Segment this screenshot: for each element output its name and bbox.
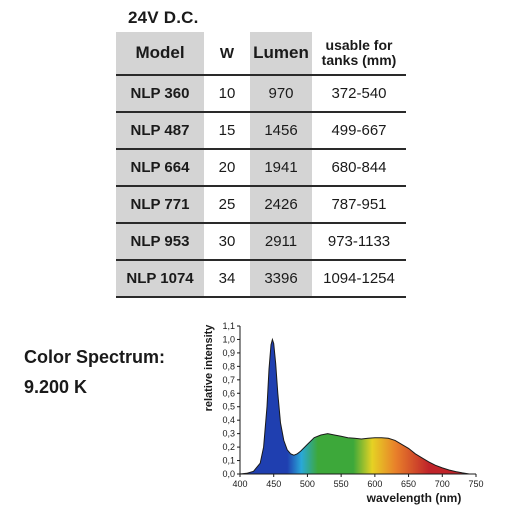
spectrum-title: Color Spectrum: 9.200 K xyxy=(24,342,165,402)
cell-lumen: 3396 xyxy=(250,259,312,298)
cell-usable: 499-667 xyxy=(312,111,406,149)
table-row: NLP 1074 34 3396 1094-1254 xyxy=(116,259,406,298)
cell-watt: 25 xyxy=(204,185,250,223)
x-ticks: 400 450 500 550 600 650 700 750 xyxy=(232,474,484,489)
cell-model: NLP 664 xyxy=(116,148,204,186)
x-tick-label: 600 xyxy=(367,479,382,489)
y-tick-label: 0,6 xyxy=(222,388,235,398)
cell-usable: 372-540 xyxy=(312,74,406,112)
table-row: NLP 953 30 2911 973-1133 xyxy=(116,222,406,260)
cell-lumen: 1941 xyxy=(250,148,312,186)
cell-watt: 15 xyxy=(204,111,250,149)
spectrum-title-line1: Color Spectrum: xyxy=(24,347,166,367)
cell-usable: 680-844 xyxy=(312,148,406,186)
y-tick-label: 0,0 xyxy=(222,469,235,479)
cell-model: NLP 1074 xyxy=(116,259,204,298)
table-header-row: Model W Lumen usable for tanks (mm) xyxy=(116,32,406,75)
cell-lumen: 970 xyxy=(250,74,312,112)
cell-lumen: 2911 xyxy=(250,222,312,260)
x-tick-label: 450 xyxy=(266,479,281,489)
x-tick-label: 750 xyxy=(468,479,483,489)
x-tick-label: 550 xyxy=(334,479,349,489)
y-tick-label: 0,2 xyxy=(222,442,235,452)
y-tick-label: 1,1 xyxy=(222,321,235,331)
y-tick-label: 0,5 xyxy=(222,402,235,412)
cell-usable: 1094-1254 xyxy=(312,259,406,298)
cell-lumen: 2426 xyxy=(250,185,312,223)
spectrum-area xyxy=(239,337,470,475)
header-usable: usable for tanks (mm) xyxy=(312,32,406,75)
table-row: NLP 771 25 2426 787-951 xyxy=(116,185,406,223)
y-tick-label: 0,8 xyxy=(222,361,235,371)
y-tick-label: 0,3 xyxy=(222,429,235,439)
y-tick-label: 0,9 xyxy=(222,348,235,358)
cell-watt: 20 xyxy=(204,148,250,186)
cell-model: NLP 771 xyxy=(116,185,204,223)
header-lumen: Lumen xyxy=(250,32,312,75)
spec-table: Model W Lumen usable for tanks (mm) NLP … xyxy=(116,32,406,298)
cell-model: NLP 487 xyxy=(116,111,204,149)
y-ticks: 0,0 0,1 0,2 0,3 0,4 0,5 0,6 0,7 0,8 0,9 1,0 1,1 xyxy=(222,321,240,479)
header-usable-line2: tanks (mm) xyxy=(321,52,397,68)
header-usable-line1: usable for xyxy=(325,37,393,53)
cell-watt: 10 xyxy=(204,74,250,112)
y-axis-label: relative intensity xyxy=(203,324,215,412)
x-axis-label: wavelength (nm) xyxy=(366,491,462,505)
cell-model: NLP 953 xyxy=(116,222,204,260)
x-tick-label: 500 xyxy=(300,479,315,489)
cell-usable: 787-951 xyxy=(312,185,406,223)
x-tick-label: 400 xyxy=(232,479,247,489)
cell-watt: 30 xyxy=(204,222,250,260)
y-tick-label: 0,7 xyxy=(222,375,235,385)
cell-model: NLP 360 xyxy=(116,74,204,112)
x-tick-label: 650 xyxy=(401,479,416,489)
spectrum-title-line2: 9.200 K xyxy=(24,377,88,397)
table-row: NLP 360 10 970 372-540 xyxy=(116,74,406,112)
table-row: NLP 487 15 1456 499-667 xyxy=(116,111,406,149)
y-tick-label: 1,0 xyxy=(222,334,235,344)
y-tick-label: 0,1 xyxy=(222,456,235,466)
cell-lumen: 1456 xyxy=(250,111,312,149)
voltage-label: 24V D.C. xyxy=(128,8,199,27)
y-tick-label: 0,4 xyxy=(222,415,235,425)
cell-usable: 973-1133 xyxy=(312,222,406,260)
x-tick-label: 700 xyxy=(435,479,450,489)
header-watt: W xyxy=(219,44,235,62)
table-row: NLP 664 20 1941 680-844 xyxy=(116,148,406,186)
chart-axes xyxy=(239,326,476,475)
cell-watt: 34 xyxy=(204,259,250,298)
header-model: Model xyxy=(116,32,204,75)
